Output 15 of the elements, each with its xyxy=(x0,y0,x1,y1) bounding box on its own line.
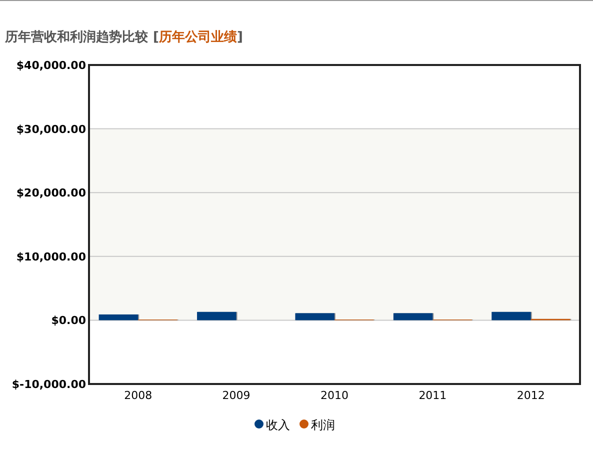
chart-subtitle: [历年公司业绩] xyxy=(153,30,243,45)
y-tick-label: $30,000.00 xyxy=(16,122,86,136)
legend-label: 利润 xyxy=(311,418,335,432)
y-tick-label: $20,000.00 xyxy=(16,186,86,200)
y-tick-label: $10,000.00 xyxy=(16,250,86,264)
x-tick-label: 2009 xyxy=(222,389,250,402)
x-tick-label: 2008 xyxy=(124,389,152,402)
y-tick-label: $40,000.00 xyxy=(16,59,86,72)
x-tick-label: 2012 xyxy=(516,389,545,402)
y-tick-label: $-10,000.00 xyxy=(12,378,86,391)
x-tick-label: 2011 xyxy=(418,389,447,402)
legend-label: 收入 xyxy=(266,418,290,432)
x-tick-label: 2010 xyxy=(320,389,348,402)
y-tick-label: $0.00 xyxy=(51,314,86,328)
chart-title: 历年营收和利润趋势比较 xyxy=(4,29,149,45)
